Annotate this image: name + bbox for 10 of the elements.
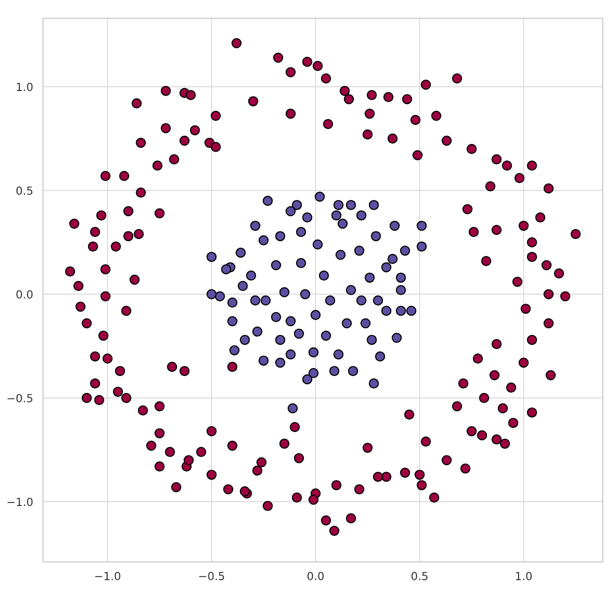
y-tick-label: 1.0 [16,82,33,92]
y-tick-label: −1.0 [8,498,33,506]
x-tick-label: −1.0 [95,572,120,580]
y-tick-label: 0.5 [16,186,32,195]
y-tick-label: 0.0 [16,290,33,299]
x-tick-label: 0.0 [307,572,324,580]
x-tick-label: −0.5 [199,572,224,580]
y-tick-label: −0.5 [8,394,32,402]
x-tick-label: 1.0 [516,572,532,580]
x-tick-label: 0.5 [412,572,428,580]
